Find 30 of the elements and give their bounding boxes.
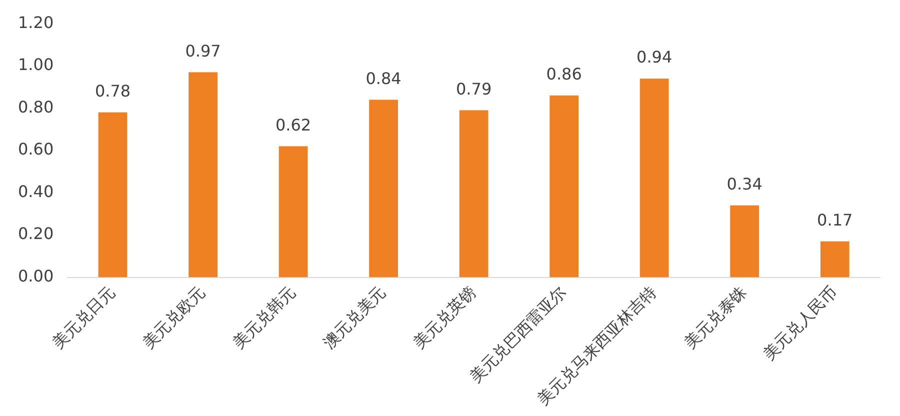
data-label: 0.79 <box>456 79 492 98</box>
bar <box>278 146 308 278</box>
bar <box>640 78 669 278</box>
x-tick-label: 美元兑人民币 <box>759 282 841 364</box>
bar <box>459 110 488 278</box>
y-tick-label: 1.20 <box>18 12 54 32</box>
x-tick-label: 美元兑泰铢 <box>680 282 750 352</box>
y-tick-label: 0.80 <box>18 97 54 116</box>
data-label: 0.94 <box>636 48 672 67</box>
data-label: 0.62 <box>275 115 312 134</box>
bar <box>550 95 579 278</box>
data-label: 0.97 <box>185 41 221 60</box>
data-label: 0.84 <box>366 68 402 88</box>
x-tick-label: 美元兑英镑 <box>410 282 480 352</box>
data-label: 0.17 <box>817 210 853 230</box>
bar <box>98 112 128 278</box>
x-tick-label: 美元兑韩元 <box>229 282 300 352</box>
y-tick-label: 0.20 <box>18 224 54 244</box>
y-tick-label: 0.60 <box>18 140 54 159</box>
data-label: 0.34 <box>726 174 762 194</box>
bar <box>369 100 398 278</box>
x-tick-label: 澳元兑美元 <box>319 282 390 352</box>
bar <box>730 205 760 278</box>
y-tick-label: 1.00 <box>18 55 54 74</box>
data-label: 0.86 <box>546 64 582 84</box>
x-tick-label: 美元兑欧元 <box>138 282 209 352</box>
bar <box>188 72 218 278</box>
data-label: 0.78 <box>94 82 131 101</box>
y-tick-label: 0.40 <box>18 182 54 201</box>
bar <box>820 241 850 278</box>
